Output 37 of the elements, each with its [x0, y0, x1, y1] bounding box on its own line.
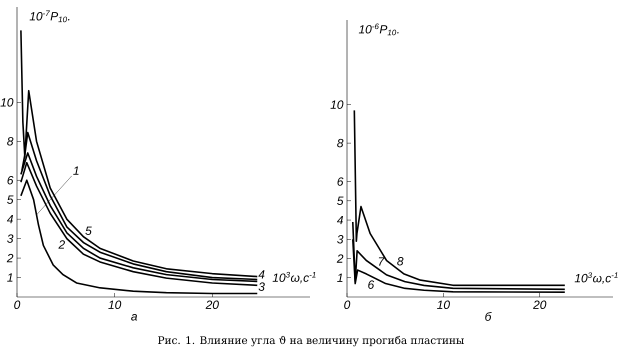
x-axis-title: 10$^{3}$ω,с$^{-1}$ — [574, 272, 618, 284]
y-tick-label: 8 — [337, 138, 344, 148]
y-tick-label: 5 — [337, 196, 344, 205]
y-tick-label: 10 — [0, 98, 14, 107]
y-axis-title: 10$^{-7}$P$_{10}$. — [30, 10, 70, 22]
y-tick-label: 2 — [336, 254, 344, 263]
series-label: 2 — [58, 240, 65, 249]
y-tick-label: 1 — [7, 273, 12, 282]
text: Рис. 1. Влияние угла ϑ на величину прогиба пластины — [158, 336, 464, 346]
text: б — [485, 312, 492, 321]
y-tick-label: 3 — [7, 234, 14, 243]
y-tick-label: 6 — [8, 176, 14, 184]
y-tick-label: 2 — [6, 254, 14, 262]
y-axis-title: 10$^{-6}$P$_{10}$. — [358, 24, 399, 36]
x-tick-label: 10 — [108, 300, 122, 309]
series-label: 7 — [378, 257, 385, 266]
y-tick-label: 5 — [7, 196, 14, 204]
y-tick-label: 4 — [336, 216, 344, 224]
text: а — [131, 314, 138, 321]
series-label: 4 — [258, 270, 264, 278]
y-tick-label: 6 — [338, 177, 344, 186]
y-tick-label: 4 — [6, 215, 14, 224]
x-tick-label: 20 — [206, 300, 219, 309]
x-tick-label: 20 — [533, 300, 546, 309]
series-label: 3 — [258, 282, 265, 291]
x-axis-title: 10$^{3}$ω,с$^{-1}$ — [272, 272, 316, 284]
x-tick-label: 0 — [344, 300, 350, 309]
text: 1 — [73, 166, 79, 175]
x-tick-label: 0 — [14, 300, 20, 309]
series-label: 5 — [85, 226, 92, 235]
y-tick-label: 10 — [330, 100, 344, 109]
y-tick-label: 1 — [337, 274, 342, 282]
y-tick-label: 3 — [337, 235, 344, 244]
y-tick-label: 8 — [7, 137, 14, 146]
series-label: 8 — [397, 257, 404, 266]
series-label: 6 — [368, 280, 374, 289]
x-tick-label: 10 — [437, 300, 450, 309]
